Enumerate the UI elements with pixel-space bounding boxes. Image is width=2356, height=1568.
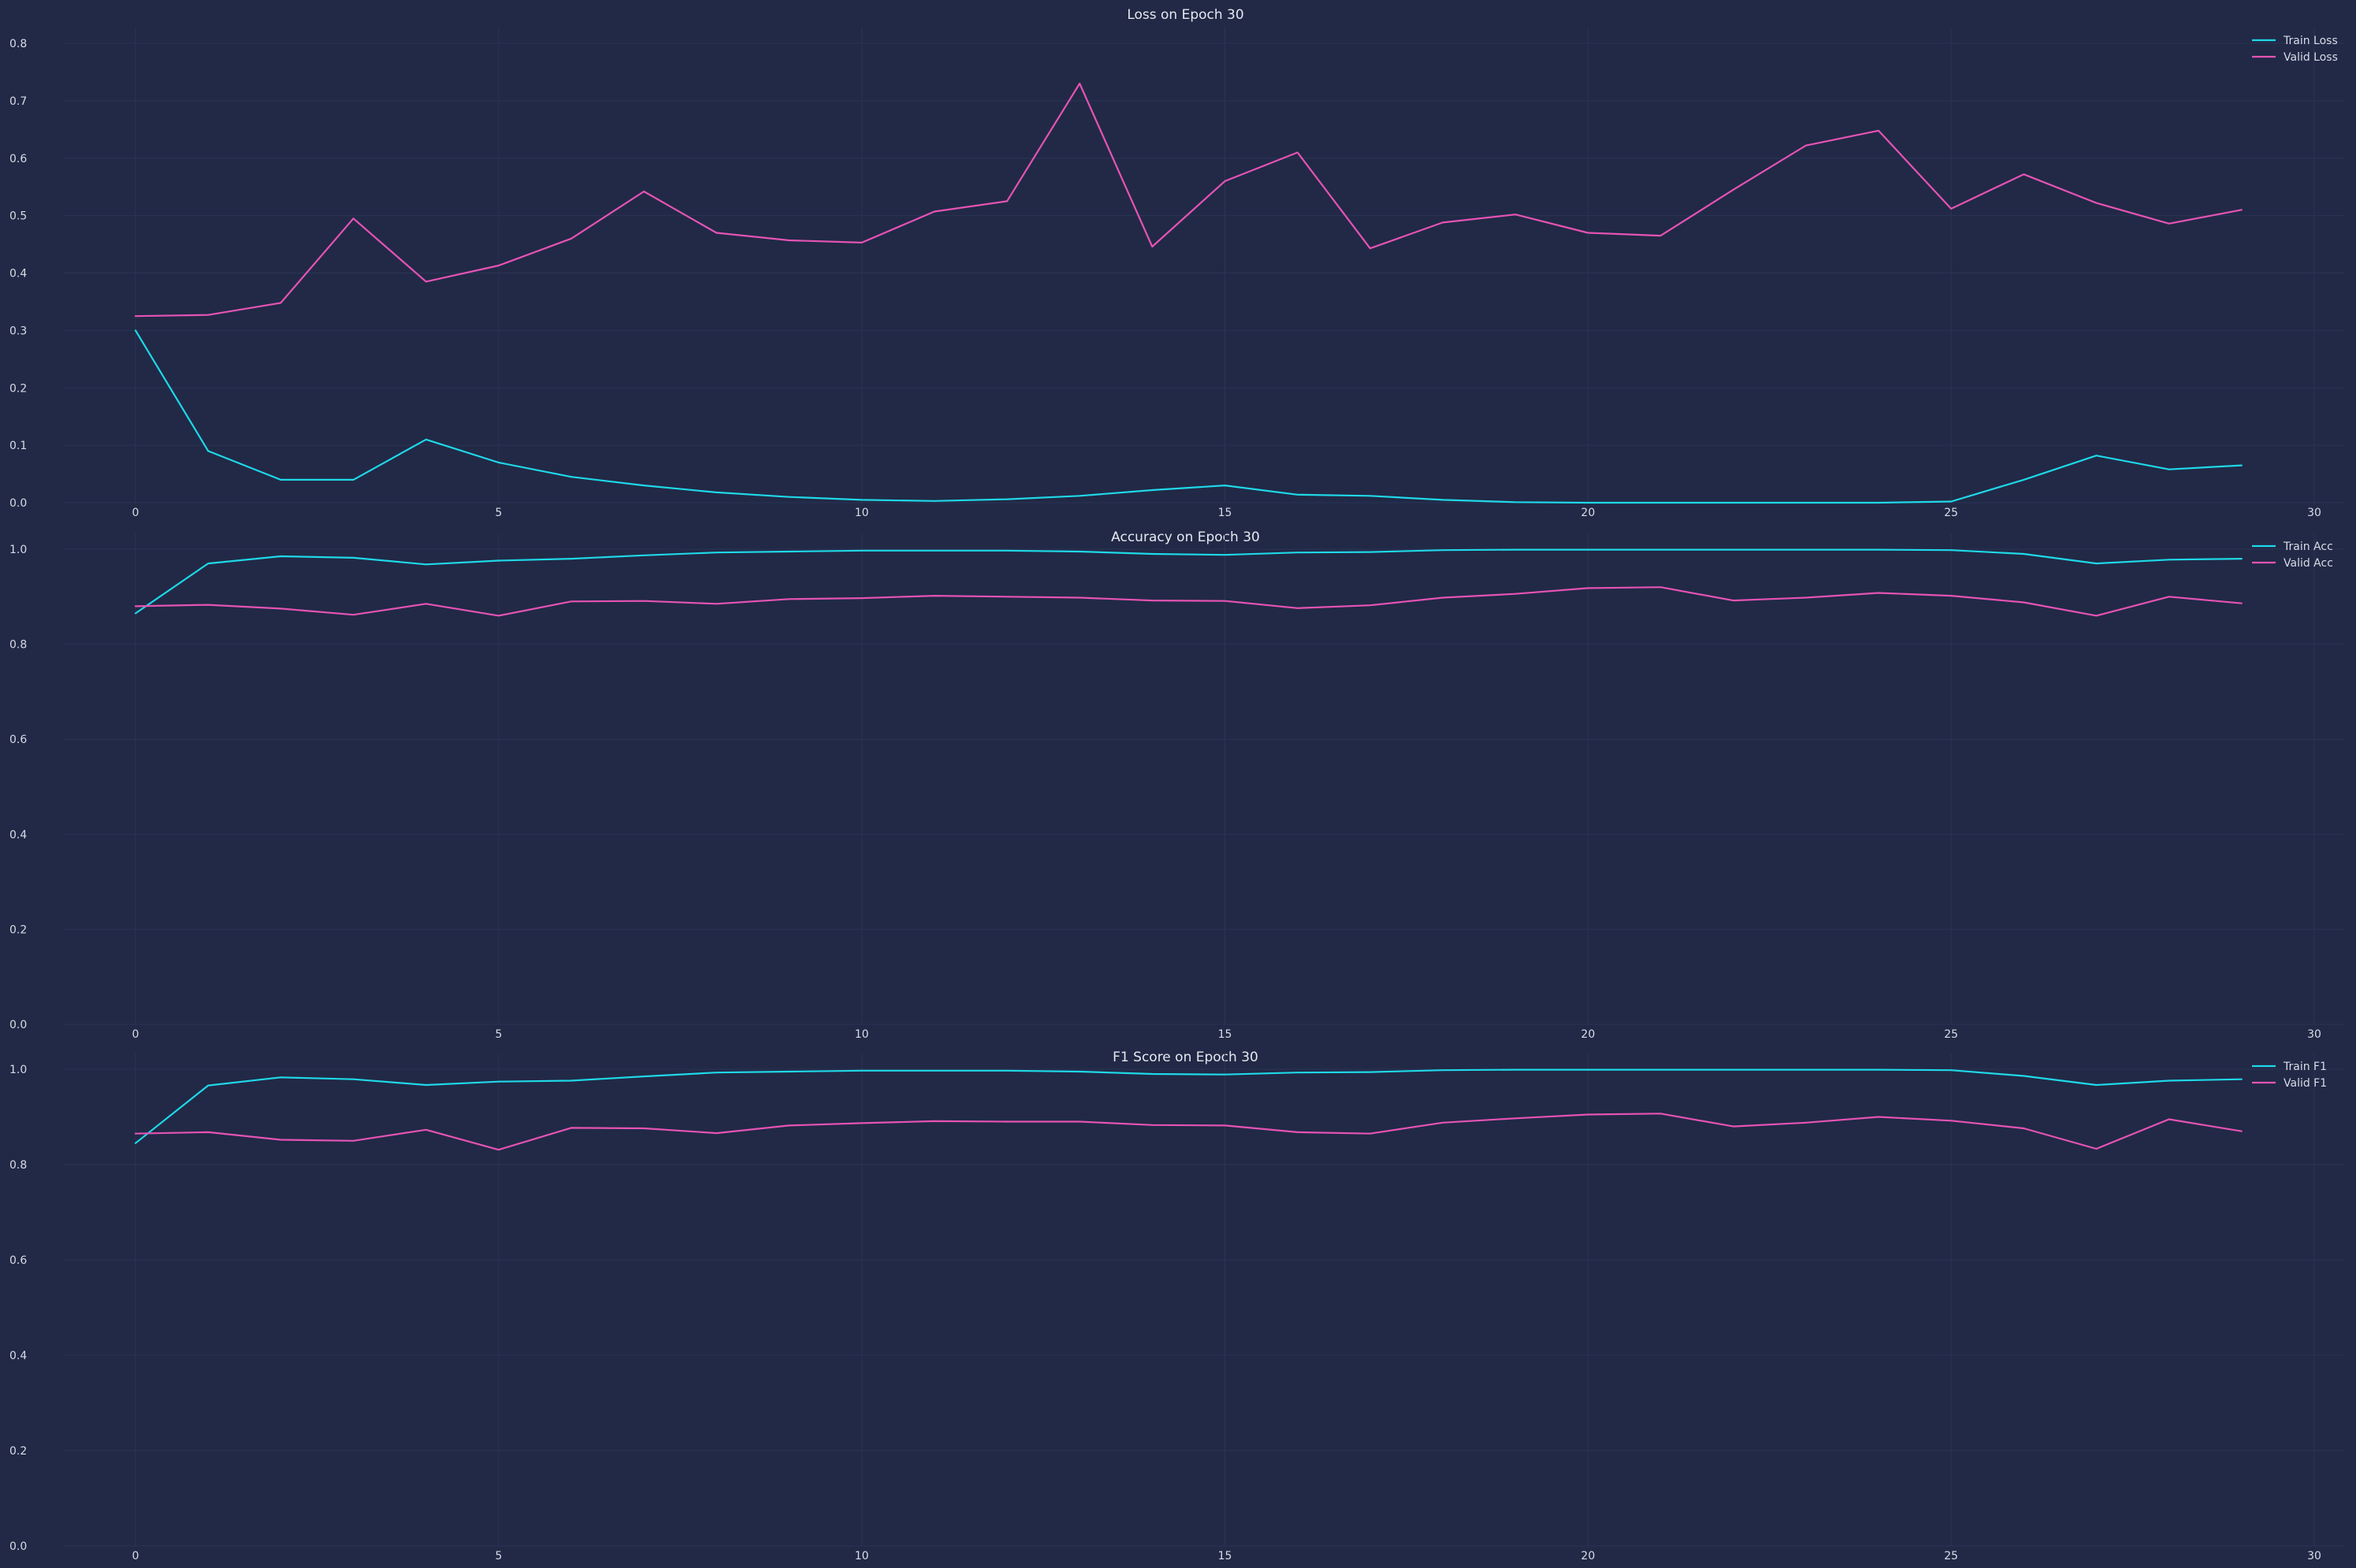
x-tick-label: 5 xyxy=(495,1028,502,1041)
y-tick-label: 1.0 xyxy=(9,544,27,556)
legend: Train F1 Valid F1 xyxy=(2252,1061,2327,1090)
y-tick-label: 0.0 xyxy=(9,1540,27,1553)
y-tick-label: 0.5 xyxy=(9,210,27,223)
y-tick-label: 0.4 xyxy=(9,268,27,281)
x-tick-label: 15 xyxy=(1218,1550,1232,1562)
series-line-valid-f1 xyxy=(134,1113,2243,1151)
y-tick-label: 0.6 xyxy=(9,1254,27,1267)
chart-title: Loss on Epoch 30 xyxy=(1127,7,1243,23)
series-line-train-f1 xyxy=(134,1068,2243,1144)
x-tick-label: 20 xyxy=(1581,1550,1595,1562)
x-tick-label: 30 xyxy=(2307,507,2321,519)
chart-panel-1: Loss on Epoch 30 0.0 0.1 0.2 0.3 0.4 0.5 0.6 0.7… xyxy=(9,7,2344,519)
y-tick-label: 0.8 xyxy=(9,38,27,50)
x-tick-label: 5 xyxy=(495,1550,502,1562)
x-tick-label: 15 xyxy=(1218,1028,1232,1041)
x-tick-label: 5 xyxy=(495,507,502,519)
legend-label: Train Loss xyxy=(2283,35,2338,47)
x-tick-label: 30 xyxy=(2307,1028,2321,1041)
y-tick-label: 1.0 xyxy=(9,1064,27,1076)
legend: Train Acc Valid Acc xyxy=(2252,541,2333,570)
x-tick-label: 10 xyxy=(855,1550,869,1562)
legend-label: Valid Loss xyxy=(2284,51,2338,64)
x-tick-label: 20 xyxy=(1581,507,1595,519)
series-line-train-acc xyxy=(134,548,2243,615)
x-tick-label: 20 xyxy=(1581,1028,1595,1041)
x-tick-label: 25 xyxy=(1944,507,1958,519)
x-tick-label: 30 xyxy=(2307,1550,2321,1562)
chart-title: Accuracy on Epoch 30 xyxy=(1111,529,1260,545)
y-tick-label: 0.1 xyxy=(9,440,27,452)
x-tick-label: 25 xyxy=(1944,1550,1958,1562)
x-tick-label: 0 xyxy=(132,507,139,519)
series-line-valid-loss xyxy=(134,82,2243,318)
legend: Train Loss Valid Loss xyxy=(2252,35,2338,64)
y-tick-label: 0.4 xyxy=(9,829,27,842)
y-tick-label: 0.2 xyxy=(9,382,27,395)
y-tick-label: 0.0 xyxy=(9,1019,27,1031)
y-tick-label: 0.6 xyxy=(9,153,27,165)
x-tick-label: 0 xyxy=(132,1028,139,1041)
y-tick-label: 0.2 xyxy=(9,1445,27,1458)
x-tick-label: 15 xyxy=(1218,507,1232,519)
legend-label: Valid Acc xyxy=(2284,557,2333,570)
legend-label: Train Acc xyxy=(2283,541,2333,553)
chart-panel-2: Accuracy on Epoch 30 0.0 0.2 0.4 0.6 0.8 1.0 0 5… xyxy=(9,529,2344,1041)
y-tick-label: 0.7 xyxy=(9,95,27,108)
y-tick-label: 0.8 xyxy=(9,1159,27,1172)
series-line-train-loss xyxy=(134,329,2243,504)
chart-panel-3: F1 Score on Epoch 30 0.0 0.2 0.4 0.6 0.8 1.0 0 5… xyxy=(9,1050,2344,1562)
y-tick-label: 0.0 xyxy=(9,497,27,510)
x-tick-label: 10 xyxy=(855,507,869,519)
legend-label: Train F1 xyxy=(2283,1061,2327,1073)
x-tick-label: 10 xyxy=(855,1028,869,1041)
y-tick-label: 0.6 xyxy=(9,734,27,746)
y-tick-label: 0.8 xyxy=(9,639,27,652)
legend-label: Valid F1 xyxy=(2284,1077,2327,1090)
y-tick-label: 0.2 xyxy=(9,923,27,936)
y-tick-label: 0.3 xyxy=(9,325,27,337)
x-tick-label: 0 xyxy=(132,1550,139,1562)
chart-title: F1 Score on Epoch 30 xyxy=(1113,1050,1258,1065)
series-line-valid-acc xyxy=(134,586,2243,617)
y-tick-label: 0.4 xyxy=(9,1350,27,1362)
x-tick-label: 25 xyxy=(1944,1028,1958,1041)
